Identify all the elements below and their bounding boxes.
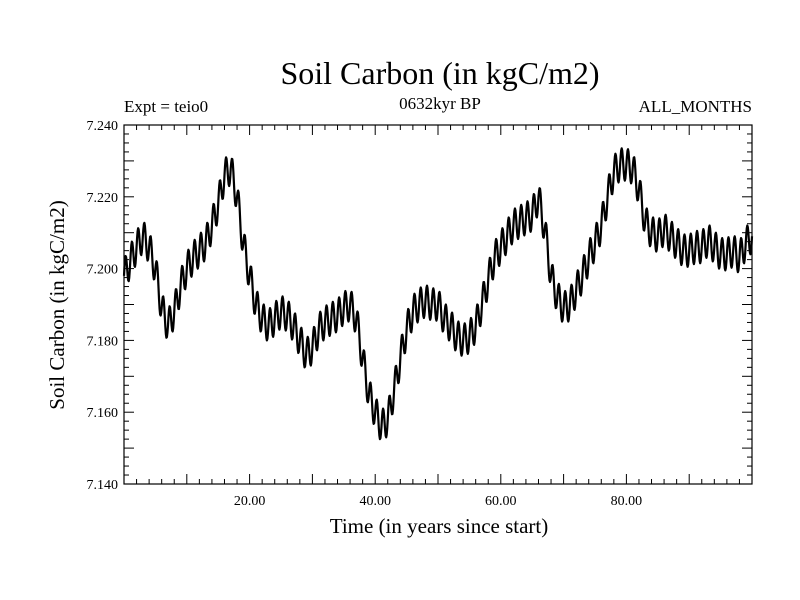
x-tick-label: 60.00 [485,494,517,509]
y-tick-label: 7.160 [87,406,119,421]
x-tick-label: 40.00 [359,494,391,509]
y-tick-label: 7.220 [87,191,119,206]
y-axis-label: Soil Carbon (in kgC/m2) [45,200,69,409]
y-tick-label: 7.200 [87,263,119,278]
experiment-label: Expt = teio0 [124,97,208,116]
y-tick-label: 7.240 [87,119,119,134]
plot-frame [123,124,753,485]
x-tick-label: 20.00 [234,494,266,509]
x-axis-label: Time (in years since start) [330,514,549,538]
tick-labels: 20.00 40.00 60.00 80.00 7.140 7.160 7.180 7.200… [87,119,643,509]
y-tick-label: 7.180 [87,334,119,349]
x-tick-label: 80.00 [611,494,643,509]
chart-title: Soil Carbon (in kgC/m2) [280,55,599,91]
chart-subtitle: 0632kyr BP [399,94,481,113]
plot-area [122,147,754,441]
series-line-soil-carbon [122,147,754,441]
months-label: ALL_MONTHS [639,97,752,116]
y-tick-label: 7.140 [87,478,119,493]
